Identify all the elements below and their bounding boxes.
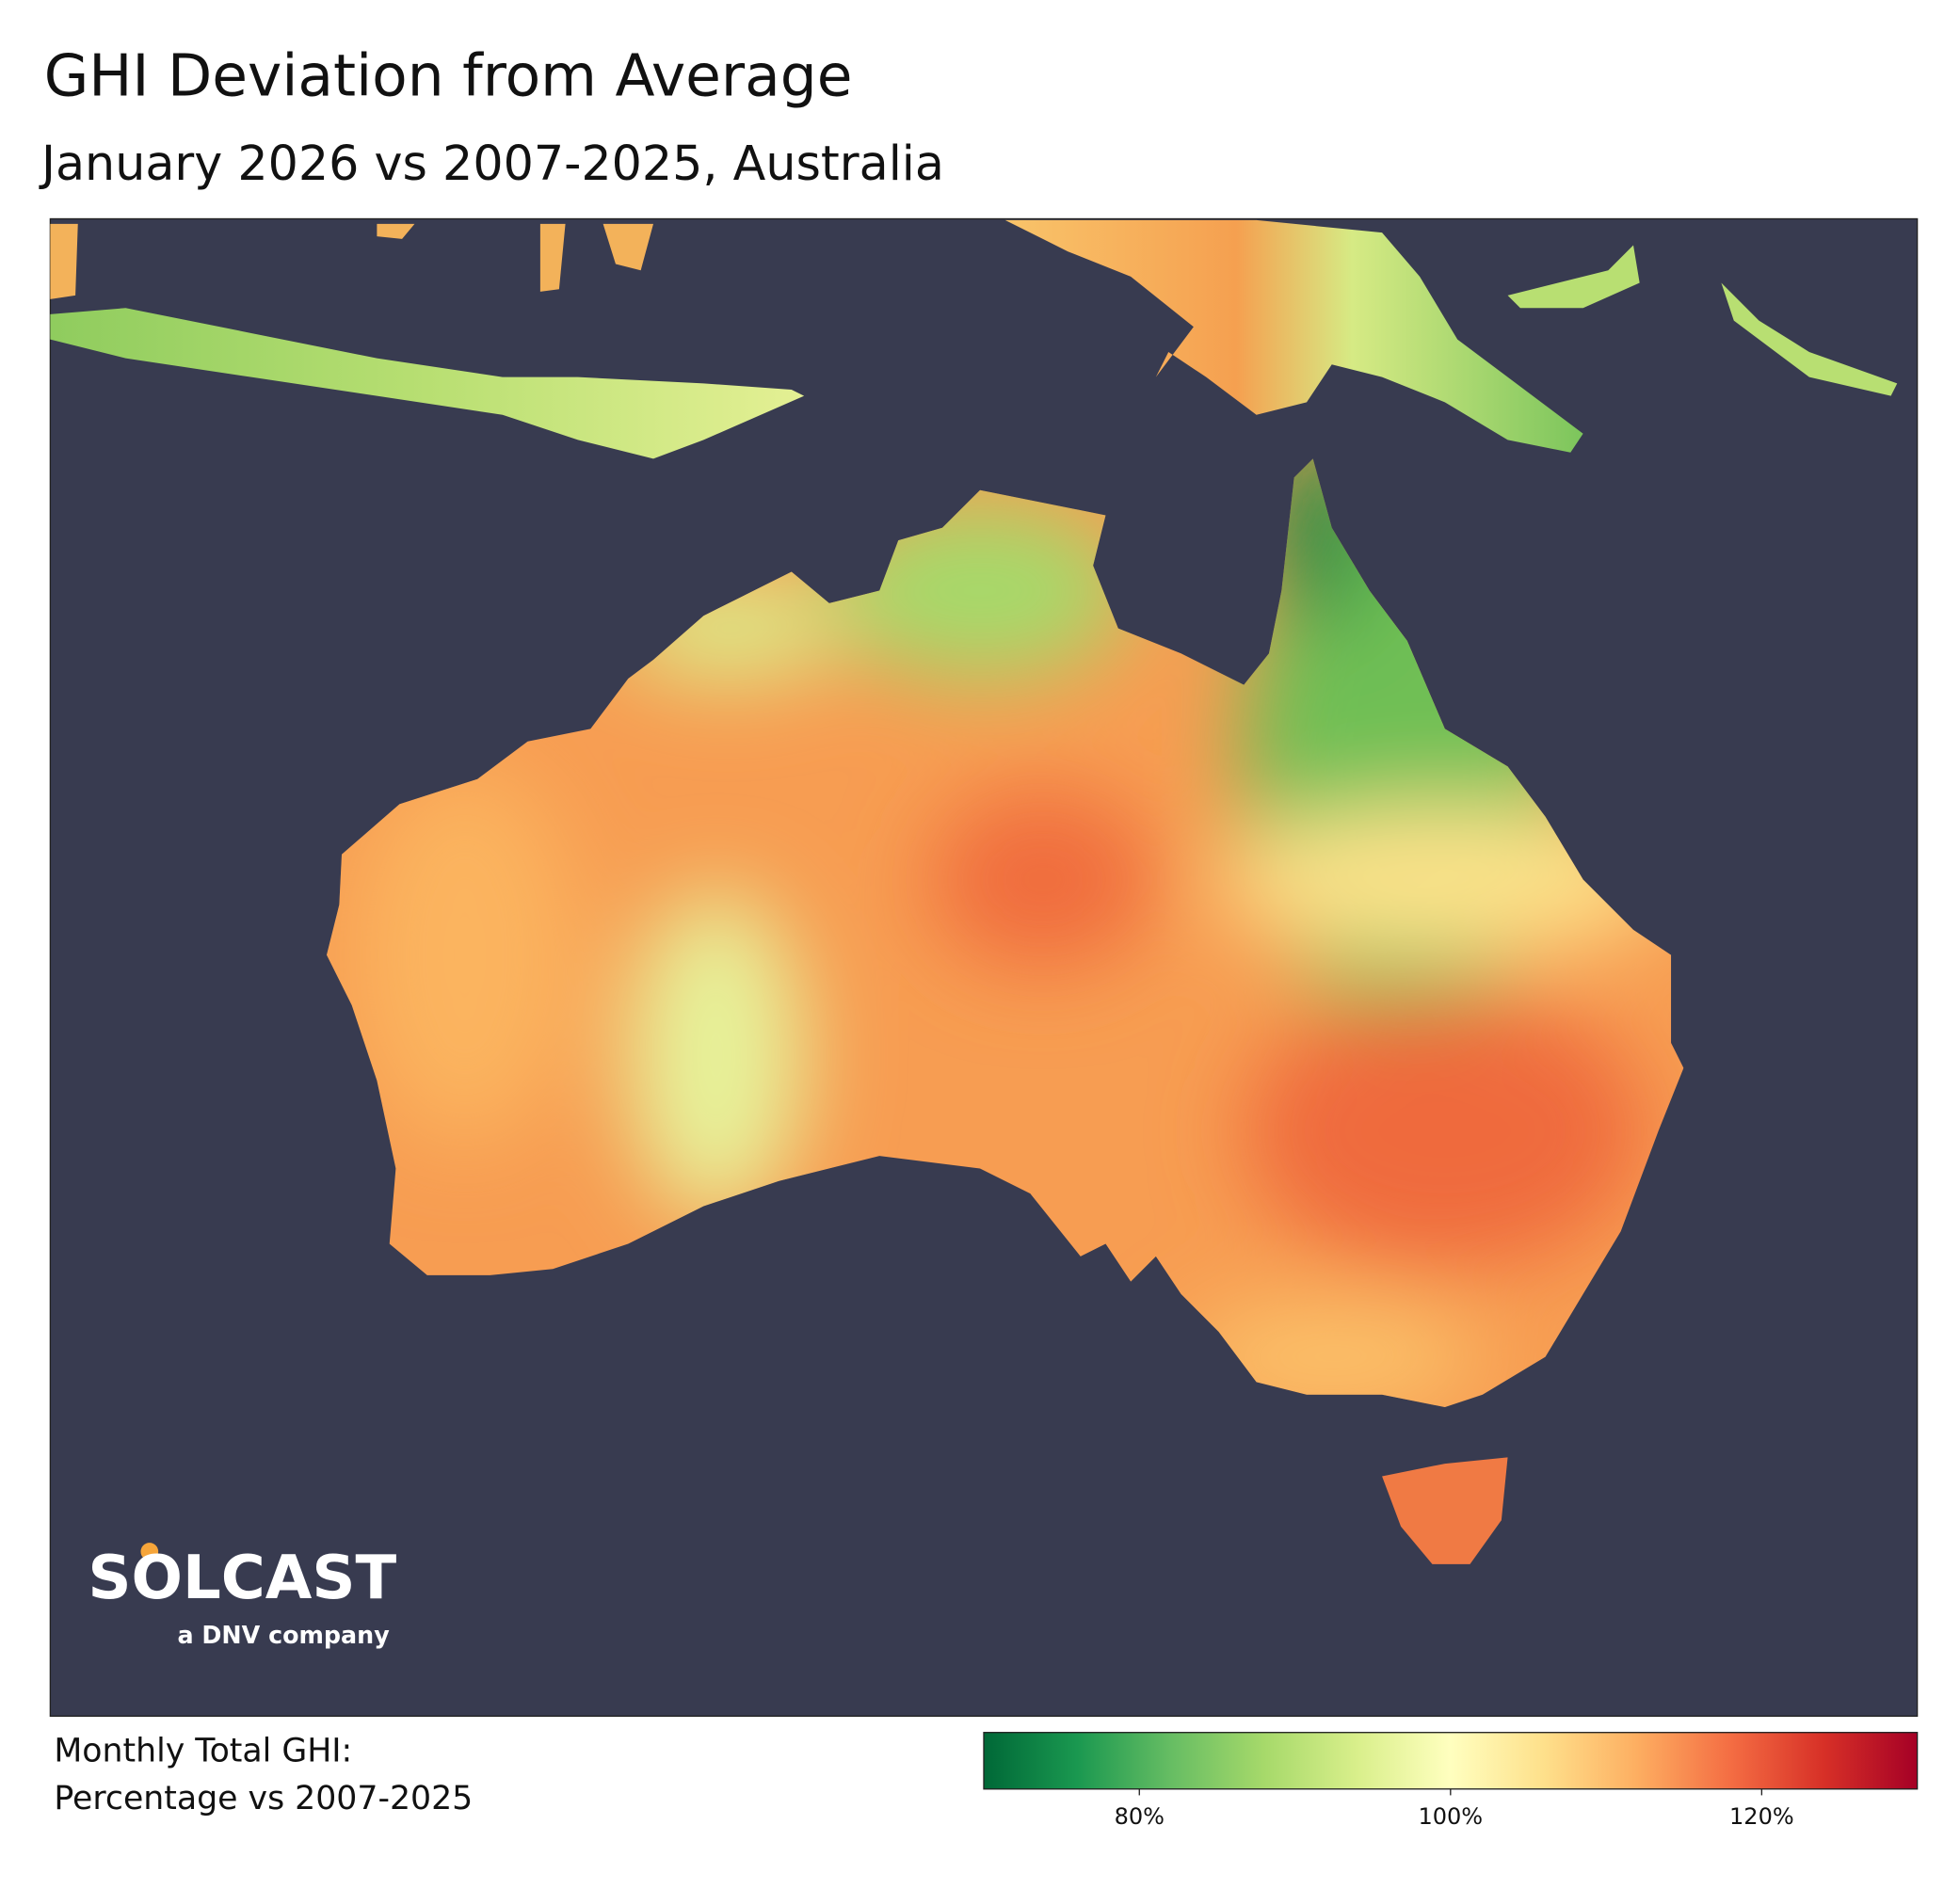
indonesia-islands bbox=[50, 308, 805, 459]
west-orange bbox=[351, 766, 578, 1144]
vic-coast bbox=[1181, 1306, 1483, 1408]
colorbar-ramp bbox=[983, 1732, 1919, 1790]
central-red bbox=[929, 792, 1156, 968]
logo: SOLCAST a DNV company bbox=[88, 1543, 397, 1649]
logo-name: SOLCAST bbox=[88, 1544, 396, 1613]
legend-label: Monthly Total GHI: bbox=[54, 1732, 352, 1769]
colorbar: 80% 100% 120% bbox=[983, 1732, 1919, 1830]
legend-label: Percentage vs 2007-2025 bbox=[54, 1780, 473, 1817]
colorbar-tick-label: 120% bbox=[1729, 1803, 1794, 1830]
logo-sun bbox=[140, 1543, 159, 1561]
logo-tagline: a DNV company bbox=[177, 1621, 390, 1649]
qld-transition bbox=[1218, 804, 1672, 955]
colorbar-tick-label: 80% bbox=[1115, 1803, 1165, 1830]
se-red bbox=[1244, 992, 1647, 1270]
colorbar-tick-label: 100% bbox=[1418, 1803, 1483, 1830]
tasmania bbox=[1382, 1457, 1508, 1564]
pacific-islands bbox=[1507, 245, 1898, 396]
title: GHI Deviation from Average bbox=[44, 43, 853, 110]
top-end bbox=[828, 503, 1132, 679]
new-guinea bbox=[1004, 219, 1583, 453]
interior-yellow bbox=[628, 891, 805, 1219]
subtitle: January 2026 vs 2007-2025, Australia bbox=[39, 136, 944, 191]
